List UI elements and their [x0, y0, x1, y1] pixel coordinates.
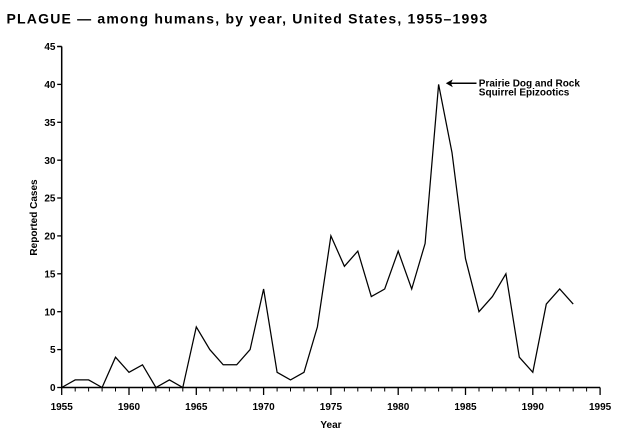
svg-text:35: 35 — [44, 118, 56, 129]
svg-text:20: 20 — [44, 232, 56, 243]
svg-text:5: 5 — [50, 345, 56, 356]
svg-text:1995: 1995 — [589, 402, 612, 413]
svg-text:1970: 1970 — [252, 402, 275, 413]
svg-text:Year: Year — [320, 420, 341, 431]
svg-text:1985: 1985 — [454, 402, 477, 413]
svg-text:45: 45 — [44, 42, 56, 53]
svg-text:25: 25 — [44, 194, 56, 205]
svg-text:Prairie Dog and Rock: Prairie Dog and Rock — [479, 79, 581, 90]
svg-text:PLAGUE — among humans, by year: PLAGUE — among humans, by year, United S… — [7, 11, 489, 27]
svg-text:0: 0 — [50, 383, 56, 394]
svg-text:1960: 1960 — [118, 402, 141, 413]
svg-text:Squirrel Epizootics: Squirrel Epizootics — [479, 88, 570, 99]
svg-text:40: 40 — [44, 80, 56, 91]
svg-text:30: 30 — [44, 156, 56, 167]
svg-text:1975: 1975 — [320, 402, 343, 413]
svg-text:1955: 1955 — [51, 402, 74, 413]
svg-text:1990: 1990 — [522, 402, 545, 413]
svg-text:10: 10 — [44, 307, 56, 318]
svg-text:1980: 1980 — [387, 402, 410, 413]
svg-text:1965: 1965 — [185, 402, 208, 413]
svg-text:Reported Cases: Reported Cases — [29, 179, 40, 256]
svg-text:15: 15 — [44, 269, 56, 280]
